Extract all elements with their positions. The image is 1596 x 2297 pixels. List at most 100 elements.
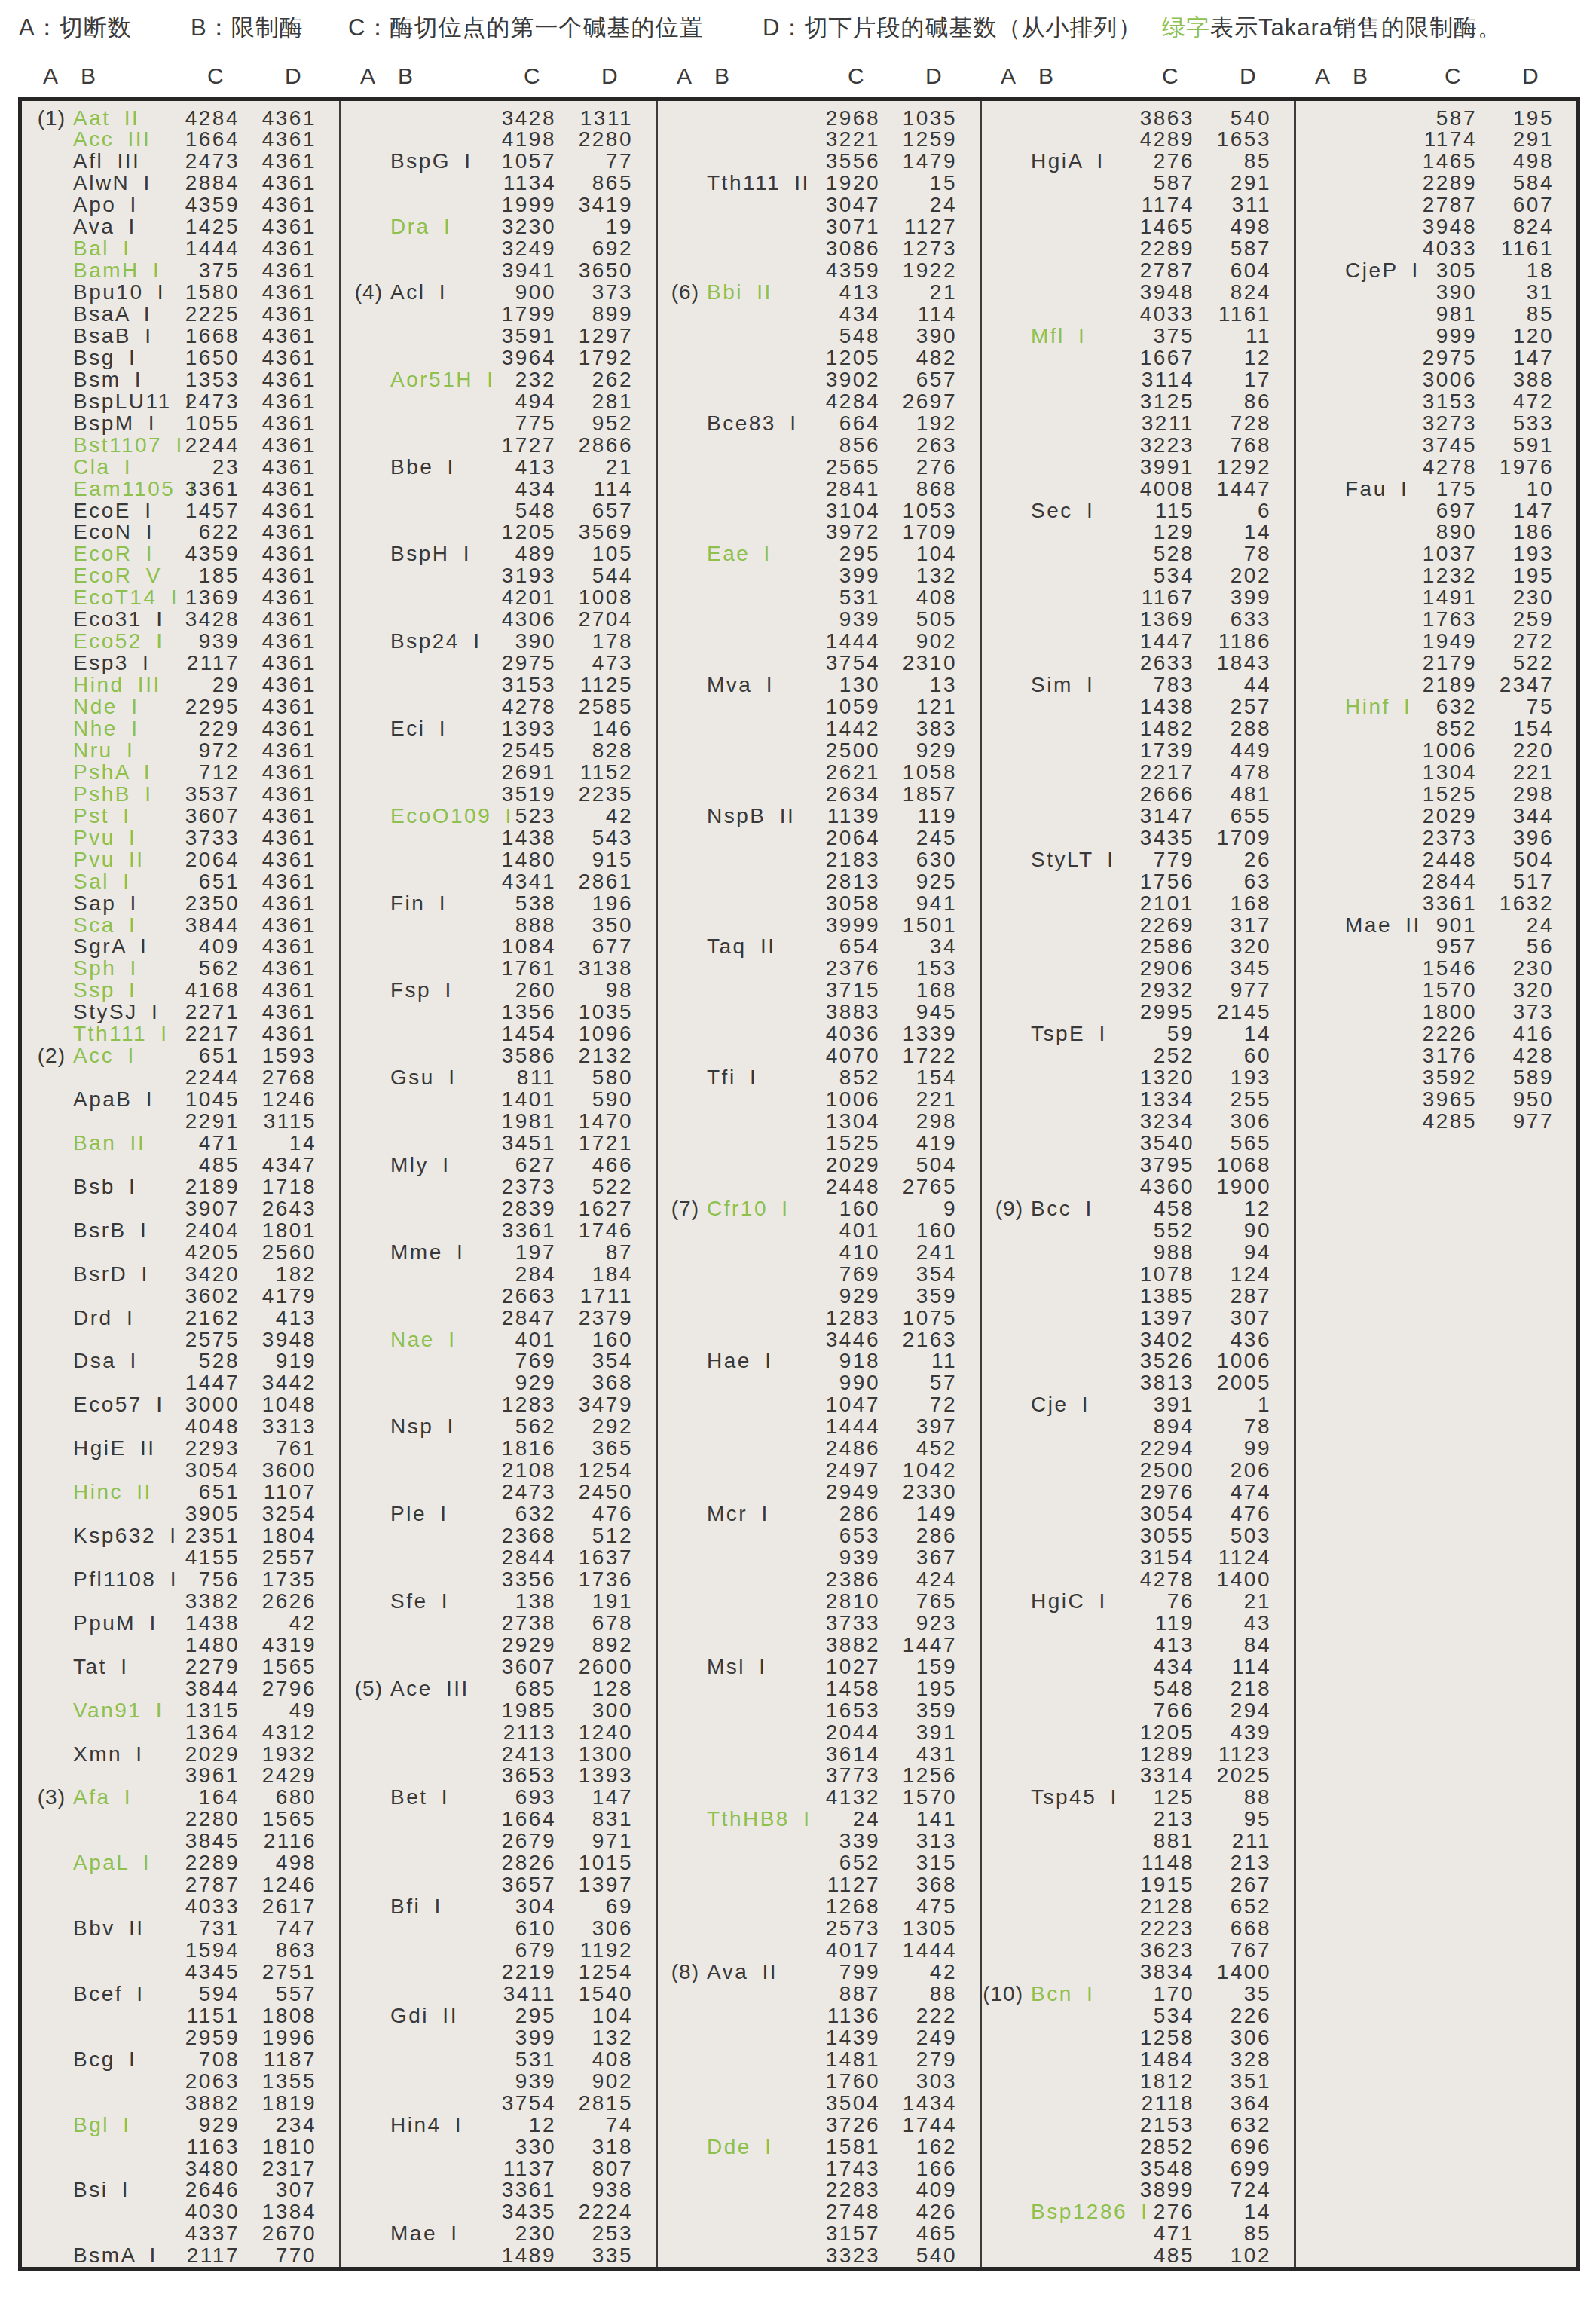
fragment-size: 1161 <box>1448 237 1554 259</box>
enzyme-row: 1760303 <box>656 2070 980 2092</box>
fragment-size: 902 <box>527 2070 633 2092</box>
fragment-size: 824 <box>1448 216 1554 237</box>
enzyme-row: 1439249 <box>656 2026 980 2048</box>
fragment-size: 4361 <box>211 434 316 456</box>
enzyme-row: 28391627 <box>339 1197 656 1219</box>
fragment-size: 2600 <box>527 1656 633 1678</box>
enzyme-row: 939367 <box>656 1546 980 1568</box>
fragment-size: 2704 <box>527 608 633 630</box>
enzyme-row: 881211 <box>980 1830 1294 1852</box>
cut-count-marker: (4) <box>339 281 383 303</box>
enzyme-row: 38452116 <box>22 1830 339 1852</box>
enzyme-row: 2666481 <box>980 783 1294 805</box>
enzyme-row: 28441637 <box>339 1546 656 1568</box>
enzyme-row: Mae II90124 <box>1294 914 1576 936</box>
enzyme-row: 697147 <box>1294 500 1576 521</box>
enzyme-row: (5)Ace III685128 <box>339 1678 656 1699</box>
enzyme-row: 19811470 <box>339 1110 656 1132</box>
enzyme-row: 769354 <box>339 1350 656 1372</box>
col-header-c: C <box>524 63 540 89</box>
enzyme-row: 29681035 <box>656 107 980 129</box>
enzyme-row: 1320193 <box>980 1066 1294 1088</box>
fragment-size: 14 <box>1166 2201 1271 2222</box>
enzyme-row: 21081254 <box>339 1459 656 1481</box>
fragment-size: 565 <box>1166 1132 1271 1154</box>
fragment-size: 1653 <box>1166 128 1271 150</box>
enzyme-row: 95756 <box>1294 935 1576 957</box>
enzyme-row: (9)Bcc I45812 <box>980 1197 1294 1219</box>
fragment-size: 868 <box>852 478 957 500</box>
fragment-size: 677 <box>527 935 633 957</box>
fragment-size: 12 <box>1166 1197 1271 1219</box>
column-group-5: 5871951174291146549822895842787607394882… <box>1294 101 1576 2267</box>
enzyme-row: 852154 <box>1294 717 1576 739</box>
fragment-size: 168 <box>1166 892 1271 914</box>
fragment-size: 416 <box>1448 1023 1554 1045</box>
fragment-size: 31 <box>1448 281 1554 303</box>
fragment-size: 75 <box>1448 696 1554 717</box>
fragment-size: 98 <box>527 979 633 1001</box>
fragment-size: 1470 <box>527 1110 633 1132</box>
fragment-size: 696 <box>1166 2136 1271 2158</box>
fragment-size: 4361 <box>211 652 316 674</box>
fragment-size: 114 <box>852 303 957 325</box>
fragment-size: 1565 <box>211 1656 316 1678</box>
fragment-size: 4361 <box>211 849 316 870</box>
fragment-size: 865 <box>527 172 633 194</box>
fragment-size: 604 <box>1166 259 1271 281</box>
fragment-size: 4361 <box>211 1001 316 1023</box>
enzyme-row: 29591996 <box>22 2026 339 2048</box>
fragment-size: 657 <box>527 500 633 521</box>
enzyme-row: 2064245 <box>656 827 980 849</box>
enzyme-row: 1232195 <box>1294 564 1576 586</box>
fragment-size: 476 <box>527 1503 633 1525</box>
enzyme-row: EcoE I14574361 <box>22 500 339 521</box>
legend-a: A：切断数 <box>19 12 132 42</box>
enzyme-row: 1739449 <box>980 739 1294 761</box>
enzyme-row: 311417 <box>980 369 1294 390</box>
cut-count-marker: (8) <box>656 1961 699 1983</box>
enzyme-row: 3234306 <box>980 1110 1294 1132</box>
fragment-size: 77 <box>527 150 633 172</box>
fragment-size: 298 <box>852 1110 957 1132</box>
enzyme-row: 3249692 <box>339 237 656 259</box>
fragment-size: 1444 <box>852 1939 957 1961</box>
fragment-size: 95 <box>1166 1808 1271 1830</box>
enzyme-row: EcoR V1854361 <box>22 564 339 586</box>
enzyme-row: 99057 <box>656 1372 980 1393</box>
fragment-size: 286 <box>852 1525 957 1546</box>
fragment-size: 929 <box>852 739 957 761</box>
fragment-size: 245 <box>852 827 957 849</box>
enzyme-row: 31541124 <box>980 1546 1294 1568</box>
enzyme-row: 3054476 <box>980 1503 1294 1525</box>
fragment-size: 923 <box>852 1612 957 1634</box>
fragment-size: 1246 <box>211 1088 316 1110</box>
fragment-size: 399 <box>1166 586 1271 608</box>
enzyme-row: 1369633 <box>980 608 1294 630</box>
enzyme-row: 3592589 <box>1294 1066 1576 1088</box>
enzyme-row: 312586 <box>980 390 1294 412</box>
enzyme-row: 24131300 <box>339 1743 656 1765</box>
fragment-size: 281 <box>527 390 633 412</box>
fragment-size: 42 <box>211 1612 316 1634</box>
fragment-size: 2866 <box>527 434 633 456</box>
fragment-size: 4361 <box>211 216 316 237</box>
enzyme-row: 31531125 <box>339 674 656 696</box>
col-header-a: A <box>1001 63 1016 89</box>
enzyme-row: 3715168 <box>656 979 980 1001</box>
fragment-size: 971 <box>527 1830 633 1852</box>
enzyme-row: Bbe I41321 <box>339 456 656 478</box>
fragment-size: 498 <box>1166 216 1271 237</box>
enzyme-row: 34351709 <box>980 827 1294 849</box>
enzyme-row: Hinc II6511107 <box>22 1481 339 1503</box>
enzyme-row: Tfi I852154 <box>656 1066 980 1088</box>
fragment-size: 824 <box>1166 281 1271 303</box>
enzyme-row: 38132005 <box>980 1372 1294 1393</box>
enzyme-row: 2289587 <box>980 237 1294 259</box>
fragment-size: 426 <box>852 2201 957 2222</box>
fragment-size: 218 <box>1166 1678 1271 1699</box>
fragment-size: 533 <box>1448 412 1554 434</box>
fragment-size: 512 <box>527 1525 633 1546</box>
enzyme-row: Cje I3911 <box>980 1393 1294 1415</box>
fragment-size: 2796 <box>211 1678 316 1699</box>
